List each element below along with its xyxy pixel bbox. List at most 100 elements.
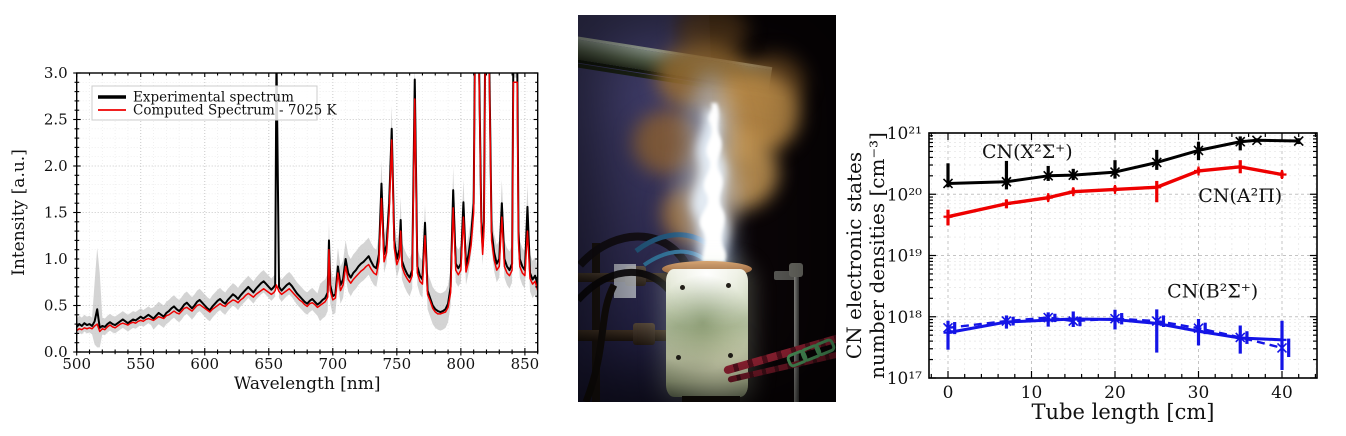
- svg-text:10²⁰: 10²⁰: [887, 185, 922, 205]
- series-CN(A²Π): [943, 160, 1287, 226]
- svg-text:0.5: 0.5: [44, 297, 68, 315]
- svg-text:700: 700: [318, 355, 347, 373]
- experimental-line: [76, 73, 538, 329]
- series-line: [947, 316, 1283, 350]
- svg-text:10¹⁸: 10¹⁸: [887, 308, 922, 328]
- svg-text:0: 0: [943, 383, 954, 403]
- photo-pipe-fitting: [633, 323, 655, 345]
- bolt-icon: [728, 353, 733, 358]
- series-annotation: CN(X²Σ⁺): [982, 141, 1073, 163]
- svg-text:1.0: 1.0: [44, 250, 68, 268]
- bolt-icon: [676, 355, 681, 360]
- svg-text:10¹⁷: 10¹⁷: [887, 369, 922, 389]
- marker-x: [1001, 316, 1012, 327]
- marker-x: [1068, 316, 1079, 327]
- photo-rod-top: [789, 263, 803, 277]
- marker-x: [1251, 135, 1263, 146]
- svg-text:10: 10: [1021, 383, 1043, 403]
- marker-plus: [1068, 187, 1078, 197]
- marker-plus: [1001, 199, 1011, 209]
- marker-x: [1235, 332, 1246, 343]
- marker-plus: [1277, 170, 1287, 180]
- series-CN(X²Σ⁺): [942, 135, 1304, 190]
- bolt-icon: [680, 285, 685, 290]
- marker-x: [1293, 135, 1304, 147]
- marker-x: [1109, 313, 1121, 324]
- svg-text:2.5: 2.5: [44, 111, 68, 129]
- marker-x: [1151, 157, 1162, 168]
- cable-dark-icon: [582, 283, 618, 402]
- axis-labels: 0 10 20 30 40 10¹⁷ 10¹⁸ 10¹⁹ 10²⁰ 10²¹ Tube length…: [845, 124, 1293, 424]
- bolt-icon: [726, 283, 731, 288]
- cn-density-plot: 0 10 20 30 40 10¹⁷ 10¹⁸ 10¹⁹ 10²⁰ 10²¹ Tube length…: [845, 124, 1318, 424]
- svg-text:2.0: 2.0: [44, 157, 68, 175]
- series-annotation: CN(A²Π): [1198, 185, 1282, 207]
- marker-x: [1001, 176, 1012, 187]
- svg-text:10¹⁹: 10¹⁹: [887, 247, 922, 267]
- spectrum-series: [76, 73, 538, 348]
- marker-x: [1109, 167, 1121, 178]
- svg-text:850: 850: [511, 355, 540, 373]
- marker-x: [1235, 136, 1246, 147]
- x-axis-title: Wavelength [nm]: [234, 374, 381, 394]
- marker-x: [1193, 323, 1204, 334]
- computed-line: [76, 73, 538, 333]
- axis-labels: 500 550 600 650 700 750 800 850 0.0 0.5 1.0 1.5 2.0 2…: [9, 64, 539, 394]
- y-axis-title-line1: CN electronic states: [845, 152, 866, 359]
- marker-plus: [1194, 166, 1203, 176]
- cable-dark-icon: [578, 269, 682, 307]
- photo-flame-art: [578, 73, 738, 402]
- series-line: [947, 138, 1299, 185]
- svg-text:650: 650: [254, 355, 283, 373]
- svg-text:750: 750: [383, 355, 412, 373]
- svg-text:30: 30: [1188, 383, 1210, 403]
- photo-vertical-strut: [592, 243, 600, 402]
- svg-text:20: 20: [1104, 383, 1126, 403]
- cable-dark-icon: [578, 232, 694, 275]
- marker-plus: [1235, 162, 1245, 172]
- marker-plus: [1152, 182, 1162, 192]
- marker-plus: [1043, 193, 1053, 203]
- svg-text:0.0: 0.0: [44, 343, 68, 361]
- svg-text:3.0: 3.0: [44, 64, 68, 82]
- svg-text:600: 600: [190, 355, 219, 373]
- photo-rod: [794, 277, 799, 402]
- x-axis-title: Tube length [cm]: [1032, 400, 1215, 424]
- svg-text:800: 800: [447, 355, 476, 373]
- flame-core: [700, 103, 726, 273]
- reactor-cylinder: [666, 269, 748, 397]
- density-series: [942, 135, 1304, 371]
- svg-text:550: 550: [126, 355, 155, 373]
- marker-x: [942, 322, 954, 333]
- legend-label: Experimental spectrum: [133, 90, 294, 106]
- legend-label: Computed Spectrum - 7025 K: [133, 103, 338, 119]
- svg-text:500: 500: [62, 355, 91, 373]
- reactor-stand: [682, 396, 740, 402]
- experiment-photo: [578, 15, 836, 402]
- marker-x: [1193, 145, 1204, 156]
- marker-x: [1068, 170, 1079, 181]
- marker-x: [1151, 316, 1162, 327]
- series-CN(B²Σ⁺) dashed: [942, 312, 1291, 358]
- marker-plus: [943, 328, 953, 338]
- svg-text:40: 40: [1271, 383, 1293, 403]
- ticks: [929, 132, 1317, 379]
- photo-pipe: [578, 330, 674, 341]
- y-axis-title-line2: number densities [cm⁻³]: [865, 132, 889, 379]
- marker-x: [1043, 312, 1054, 323]
- spectrum-plot: 500 550 600 650 700 750 800 850 0.0 0.5 1.0 1.5 2.0 2…: [9, 64, 539, 394]
- photo-rod-fitting: [774, 271, 798, 280]
- ticks: [73, 72, 539, 356]
- svg-text:10²¹: 10²¹: [887, 124, 922, 144]
- marker-plus: [1110, 184, 1120, 194]
- y-axis-title: Intensity [a.u.]: [9, 149, 29, 276]
- series-annotation: CN(B²Σ⁺): [1167, 280, 1258, 302]
- marker-x: [1276, 342, 1288, 353]
- svg-text:1.5: 1.5: [44, 204, 68, 222]
- marker-plus: [1277, 335, 1287, 345]
- marker-plus: [943, 212, 953, 222]
- marker-x: [1043, 170, 1054, 181]
- marker-x: [942, 178, 954, 189]
